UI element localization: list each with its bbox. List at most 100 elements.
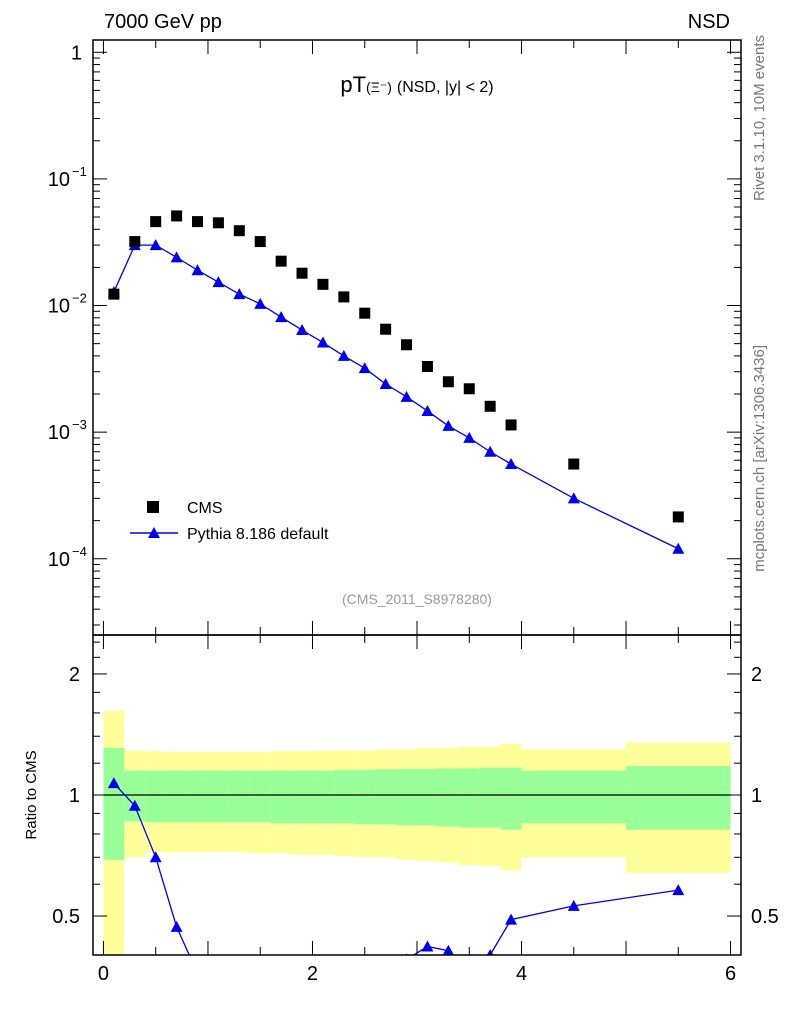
y-tick-exponent: −4 [72,544,87,559]
x-tick-label: 2 [307,963,318,985]
pythia-point [442,419,455,431]
pythia-point [379,377,392,389]
y-tick-exponent: −2 [72,291,87,306]
band-inner-bin [437,768,459,827]
band-inner-bin [249,770,271,823]
ratio-y-tick-label-left: 0.5 [52,906,80,928]
ratio-point [486,949,494,955]
cms-point [442,376,454,388]
band-inner-bin [396,769,417,826]
cms-point [192,216,204,228]
band-inner-bin [228,770,250,823]
title-cuts: (NSD, |y| < 2) [397,79,494,96]
band-inner-bin [145,770,167,823]
band-inner-bin [333,769,355,824]
cms-point [150,216,162,228]
y-tick-label: 10 [48,549,70,571]
ratio-point [212,977,224,988]
energy-label: 7000 GeV pp [104,11,222,33]
cms-point [171,210,183,222]
legend: CMS Pythia 8.186 default [130,500,329,543]
cms-point [254,236,266,248]
pythia-point [400,390,413,402]
cms-point [338,291,350,303]
ratio-y-tick-label-right: 1 [751,785,762,807]
band-inner-bin [291,770,313,824]
axes: 0 2 4 610−410−310−210 −110.5 0.51 12 2 [48,39,779,985]
pythia-point [337,349,350,361]
mcplots-label: mcplots.cern.ch [arXiv:1306.3436] [751,345,768,572]
band-inner-bin [207,770,229,823]
band-inner-bin [187,770,208,823]
x-tick-label: 6 [725,963,736,985]
ratio-point [233,988,245,999]
uncertainty-bands [103,710,731,955]
cms-point [505,419,517,431]
pythia-point [275,311,288,323]
band-inner-bin [417,769,438,826]
y-tick-base: 10 [48,422,70,444]
ratio-point [442,944,454,955]
pythia-point [484,445,497,457]
ratio-point [567,899,580,911]
cms-point [212,217,224,229]
ratio-point [380,963,392,974]
cms-point [672,511,684,523]
pythia-point [505,458,518,470]
ratio-point [672,884,685,896]
cms-point [296,267,308,279]
ratio-axis-label: Ratio to CMS [23,750,40,839]
cms-point [359,307,371,319]
band-inner-bin [626,766,731,830]
band-inner-bin [354,769,376,825]
cms-point [275,255,287,267]
ratio-point [421,940,434,952]
cms-point [568,458,580,470]
x-tick-label: 0 [98,963,109,985]
band-inner-bin [103,747,125,860]
pythia-point [567,492,580,504]
pythia-point [296,324,309,336]
title-main: pT [340,72,366,97]
ratio-y-tick-label-right: 0.5 [751,906,779,928]
ratio-point [505,913,518,925]
band-inner-bin [270,770,292,824]
ratio-point [254,988,266,999]
band-inner-bin [458,768,480,828]
y-tick-base: 10 [48,549,70,571]
y-tick-exponent: −3 [72,417,87,432]
chart-marks [107,210,685,999]
band-inner-bin [312,770,334,824]
cms-point [129,236,141,248]
y-tick-label: 10 [48,296,70,318]
analysis-id-label: (CMS_2011_S8978280) [342,591,492,607]
y-tick-exponent: −1 [72,164,87,179]
pythia-point [358,362,371,374]
ratio-line [113,782,679,955]
ratio-point [107,777,120,789]
legend-label-pythia: Pythia 8.186 default [187,526,329,543]
pythia-point [463,431,476,443]
y-tick-label: 1 [71,42,82,64]
pythia-point [170,251,183,263]
title-particle: (Ξ⁻) [366,79,392,95]
pythia-line [113,244,679,550]
band-inner-bin [500,767,522,830]
ratio-point [170,920,183,932]
pythia-point [149,239,162,251]
ratio-point [317,972,329,983]
ratio-series [107,777,685,999]
pythia-point [672,542,685,554]
ratio-point [463,972,475,983]
cms-point [484,400,496,412]
band-inner-bin [479,767,501,828]
process-label: NSD [688,11,730,33]
x-tick-label: 4 [516,963,527,985]
cms-point [317,278,329,290]
band-inner-bin [521,770,627,824]
cms-point [108,288,120,300]
pythia-point [233,288,246,300]
ratio-point [149,851,162,863]
legend-marker-pythia [148,527,160,538]
